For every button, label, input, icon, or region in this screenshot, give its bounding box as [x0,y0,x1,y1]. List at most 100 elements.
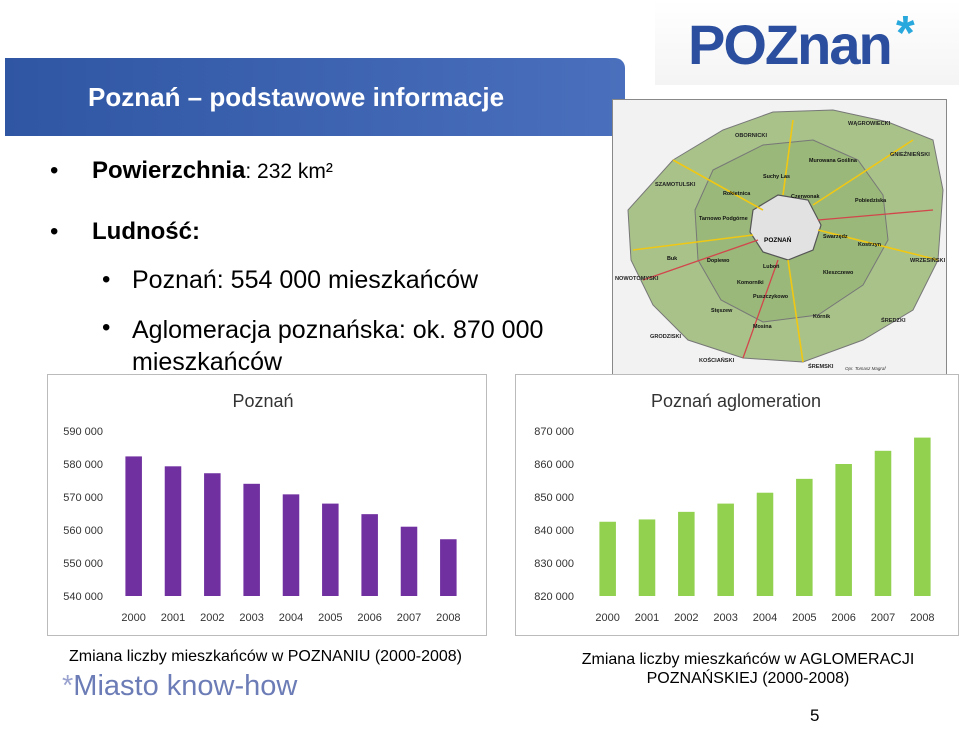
y-tick-label: 850 000 [534,492,574,504]
bar [914,437,931,596]
x-tick-label: 2005 [318,612,342,624]
x-tick-label: 2005 [792,612,816,624]
town-label: Rokietnica [723,191,751,197]
town-label: Stęszew [711,308,733,314]
agglomeration-population: Aglomeracja poznańska: ok. 870 000 miesz… [132,316,544,376]
bar [756,492,774,596]
x-tick-label: 2007 [871,612,895,624]
y-tick-label: 840 000 [534,525,574,537]
town-label: Tarnowo Podgórne [699,216,748,222]
slide-title: Poznań – podstawowe informacje [88,82,505,112]
map-town-labels: Murowana Goślina Suchy Las Rokietnica Cz… [667,158,887,330]
x-tick-label: 2006 [831,612,855,624]
y-tick-label: 830 000 [534,558,574,570]
x-tick-label: 2006 [357,612,381,624]
town-label: Suchy Las [763,174,790,180]
bar [400,526,418,596]
region-label: ŚREMSKI [808,363,834,370]
y-tick-label: 590 000 [63,426,103,438]
y-tick-label: 820 000 [534,591,574,603]
region-label: OBORNICKI [735,133,767,139]
map-credit: Opr. Tomasz Magraf [845,366,886,371]
bullet-icon: • [50,218,59,245]
town-label: Luboń [763,264,779,270]
bullet-icon: • [102,266,111,293]
agglomeration-population-chart: Poznań aglomeration 870 000 860 000 850 000… [515,374,959,636]
city-chart-svg: Poznań 590 000 580 000 570 000 560 000 550 00… [63,391,460,624]
region-label: NOWOTOMYSKI [615,276,659,282]
x-tick-label: 2003 [239,612,263,624]
agglomeration-chart-svg: Poznań aglomeration 870 000 860 000 850 000… [534,391,934,624]
region-label: ŚREDZKI [881,317,906,324]
footer-logo: *Miasto know-how [62,670,297,703]
town-label: Swarzędz [823,234,848,240]
bar [638,519,656,596]
town-label: Dopiewo [707,258,730,264]
bullet-icon: • [102,314,111,341]
x-tick-label: 2004 [279,612,303,624]
town-label: Puszczykowo [753,294,789,300]
region-label: WĄGROWIECKI [848,121,891,127]
region-label: KOŚCIAŃSKI [699,356,735,364]
bar [243,483,260,596]
bar [322,503,339,596]
footer-star-icon: * [62,670,74,702]
area-value: : 232 km² [245,160,333,183]
bar [440,539,457,596]
x-tick-label: 2003 [713,612,737,624]
bar [164,466,182,596]
region-label: SZAMOTULSKI [655,182,696,188]
x-tick-label: 2001 [161,612,185,624]
y-tick-label: 550 000 [63,558,103,570]
x-tick-label: 2002 [674,612,698,624]
y-tick-label: 860 000 [534,459,574,471]
town-label: Czerwonak [791,194,819,200]
x-tick-label: 2000 [121,612,145,624]
city-population-chart: Poznań 590 000 580 000 570 000 560 000 550 00… [47,374,487,636]
bar [125,456,142,596]
town-label: Kostrzyn [858,242,881,248]
bar [717,503,734,596]
bar [874,450,892,596]
population-label: Ludność: [92,218,200,245]
town-label: Komorniki [737,280,764,286]
bar [796,478,813,596]
title-bar [5,58,625,136]
agglomeration-map: OBORNICKI WĄGROWIECKI SZAMOTULSKI GNIEŹN… [612,99,947,375]
chart-title: Poznań aglomeration [651,391,821,411]
area-label: Powierzchnia [92,157,246,184]
y-tick-label: 560 000 [63,525,103,537]
region-label: WRZESIŃSKI [910,256,946,264]
y-tick-label: 570 000 [63,492,103,504]
footer-logo-text: Miasto know-how [73,670,298,702]
town-label: Mosina [753,324,773,330]
map-center-label: POZNAŃ [764,235,792,244]
bar [678,511,695,596]
bullet-icon: • [50,157,59,184]
town-label: Kleszczewo [823,270,854,276]
logo-area [655,0,959,85]
city-chart-caption: Zmiana liczby mieszkańców w POZNANIU (20… [68,648,462,665]
x-tick-label: 2008 [436,612,460,624]
agglomeration-chart-caption: Zmiana liczby mieszkańców w AGLOMERACJI … [581,651,915,687]
town-label: Kórnik [813,314,830,320]
x-tick-label: 2008 [910,612,934,624]
x-tick-label: 2001 [635,612,659,624]
region-label: GNIEŹNIEŃSKI [890,150,930,158]
x-tick-label: 2000 [595,612,619,624]
map-region-labels: OBORNICKI WĄGROWIECKI SZAMOTULSKI GNIEŹN… [615,121,946,370]
town-label: Murowana Goślina [809,158,858,164]
x-tick-label: 2002 [200,612,224,624]
area-item: Powierzchnia: 232 km² [92,157,333,185]
town-label: Pobiedziska [855,198,887,204]
x-tick-label: 2004 [753,612,777,624]
city-population: Poznań: 554 000 mieszkańców [132,266,479,294]
x-tick-label: 2007 [397,612,421,624]
y-tick-label: 580 000 [63,459,103,471]
poznan-logo: POZnan [688,13,893,76]
bar [599,521,616,596]
y-tick-label: 540 000 [63,591,103,603]
town-label: Buk [667,256,677,262]
chart-title: Poznań [232,391,293,411]
bar [204,473,221,596]
